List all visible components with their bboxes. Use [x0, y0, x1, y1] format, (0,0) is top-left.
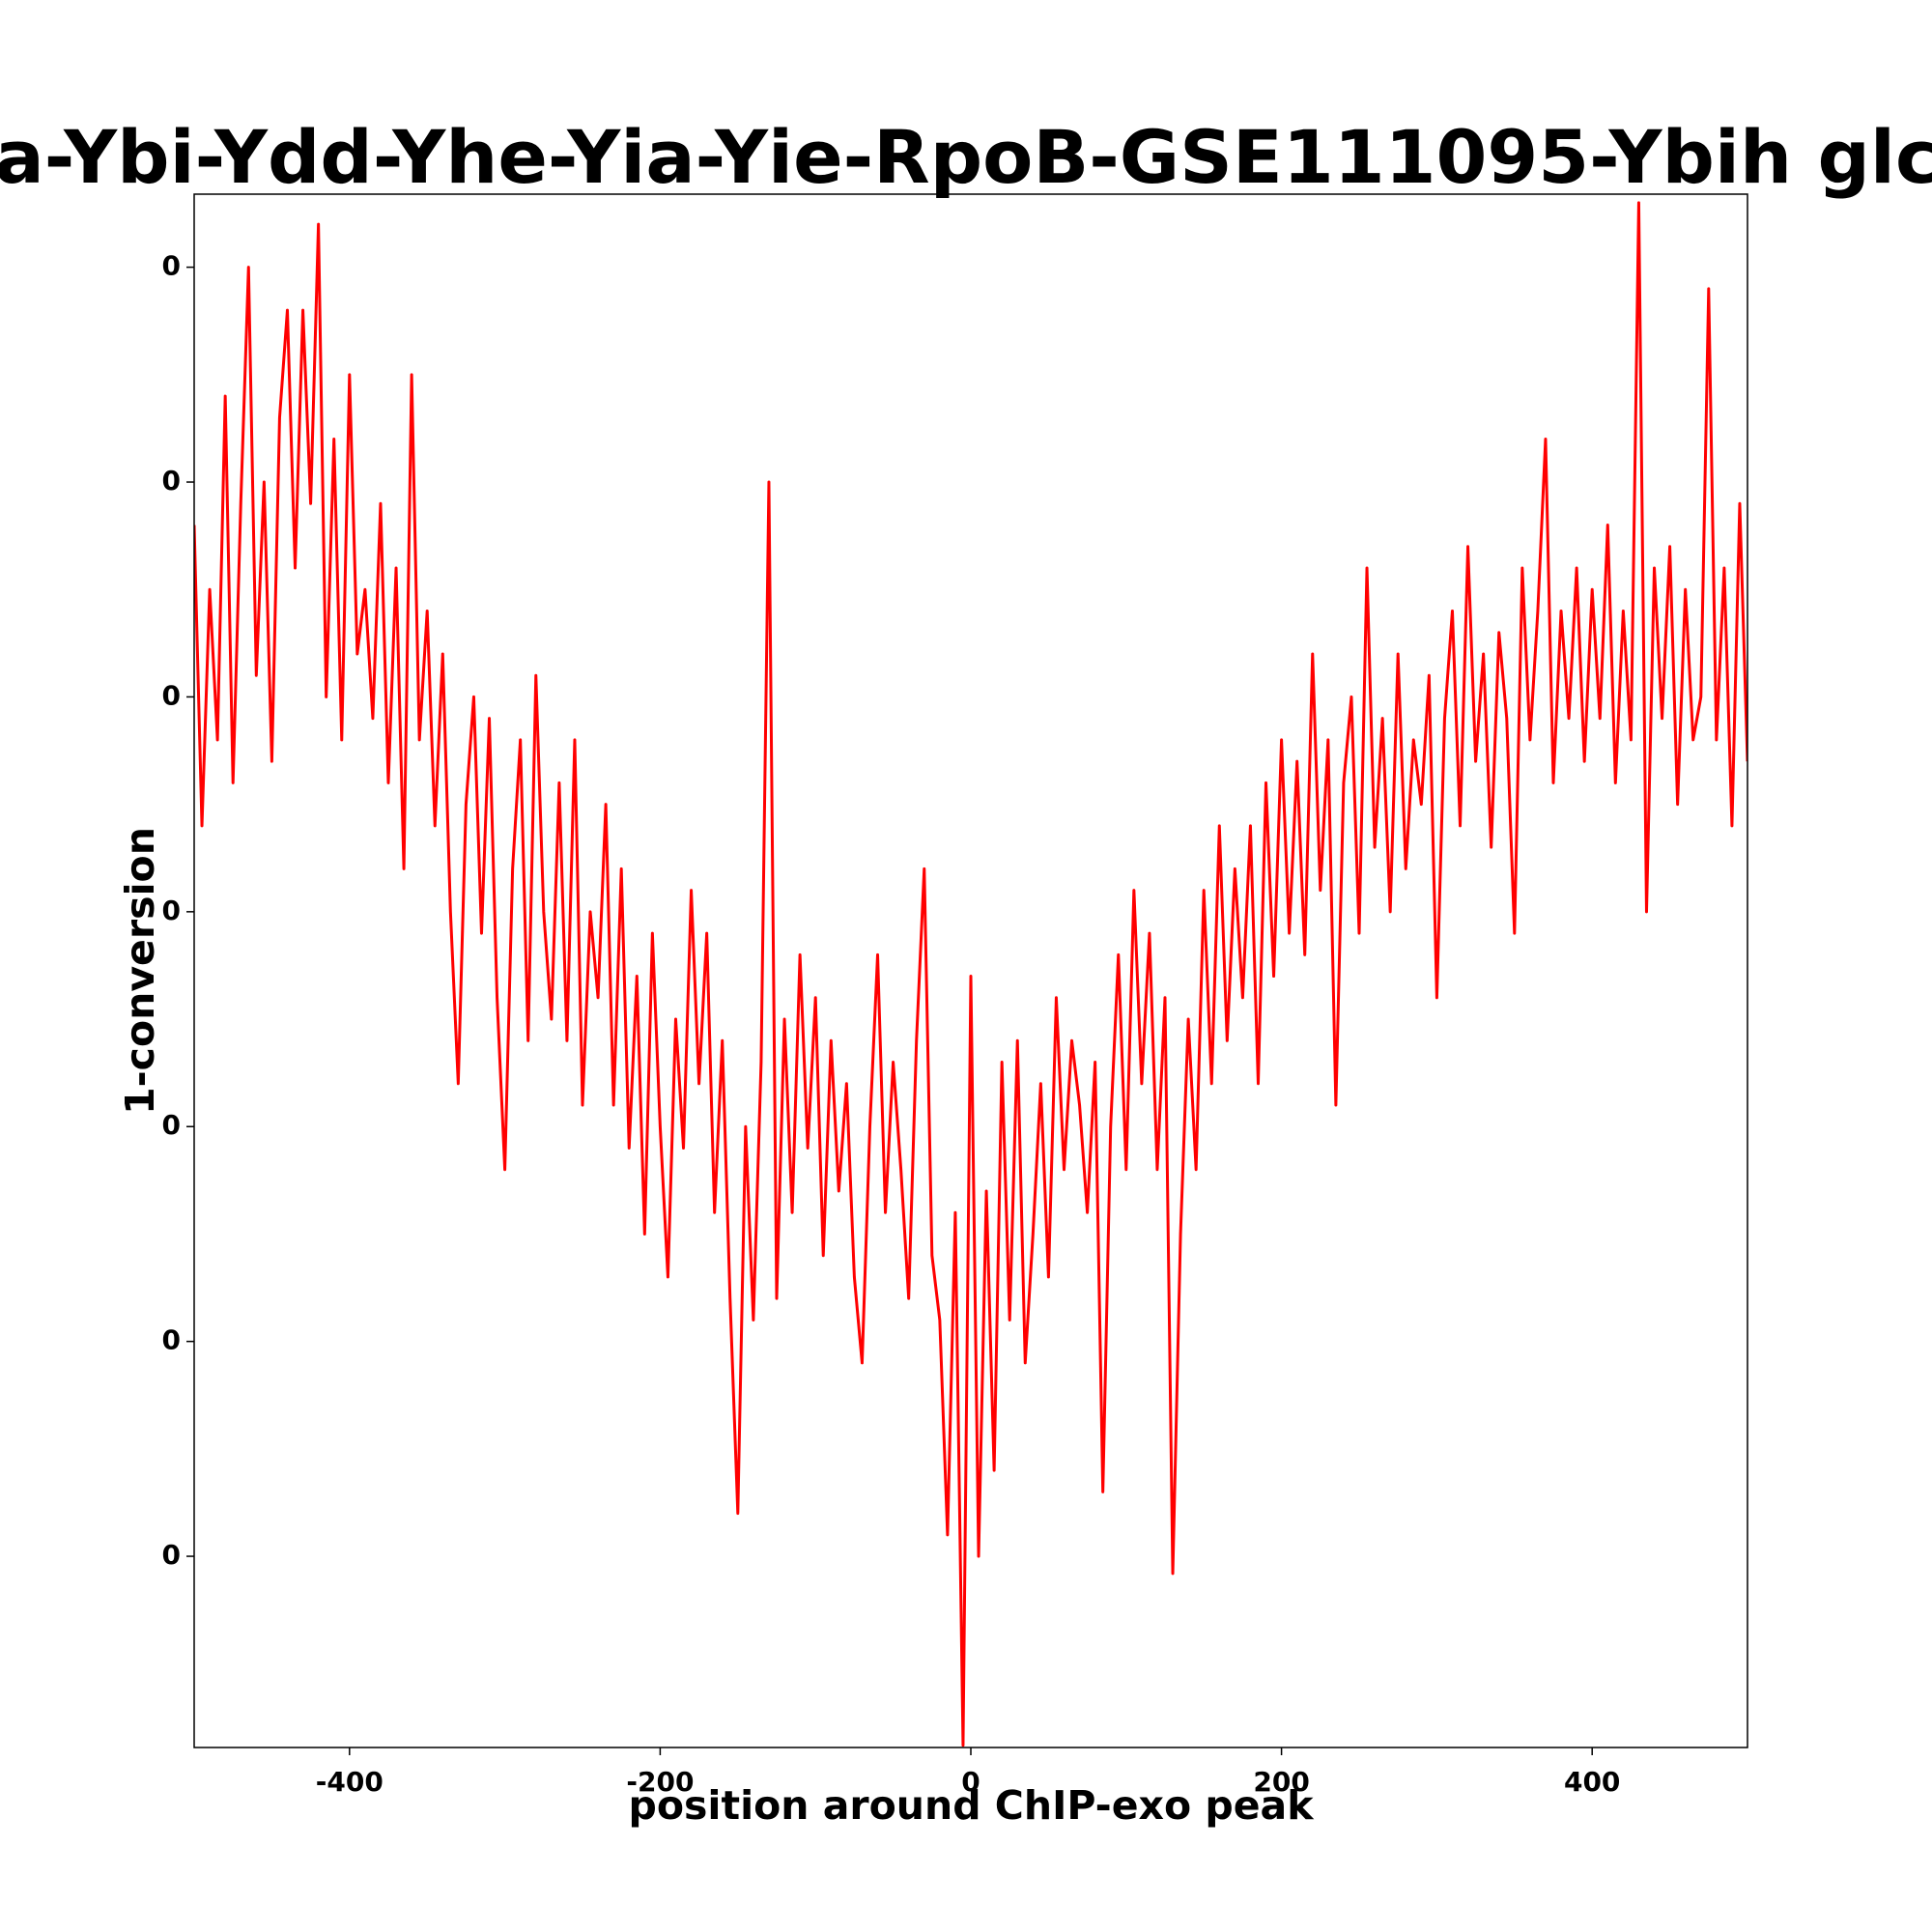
y-axis-label: 1-conversion — [117, 827, 163, 1115]
y-tick-label: 0 — [162, 679, 181, 711]
data-line — [194, 201, 1747, 1747]
y-tick-label: 0 — [162, 465, 181, 497]
y-tick-label: 0 — [162, 1324, 181, 1356]
x-tick-label: 200 — [1253, 1766, 1309, 1798]
x-tick-label: -400 — [316, 1766, 384, 1798]
chart-title: ba-Ybi-Ydd-Yhe-Yia-Yie-RpoB-GSE111095-Yb… — [0, 114, 1932, 200]
y-tick-label: 0 — [162, 250, 181, 282]
plot-frame — [193, 193, 1748, 1748]
y-tick-label: 0 — [162, 1109, 181, 1141]
x-axis-label: position around ChIP-exo peak — [629, 1782, 1316, 1829]
y-tick-label: 0 — [162, 1539, 181, 1571]
x-tick-label: 400 — [1564, 1766, 1620, 1798]
y-tick-label: 0 — [162, 895, 181, 926]
x-tick-label: -200 — [626, 1766, 694, 1798]
x-tick-label: 0 — [961, 1766, 980, 1798]
